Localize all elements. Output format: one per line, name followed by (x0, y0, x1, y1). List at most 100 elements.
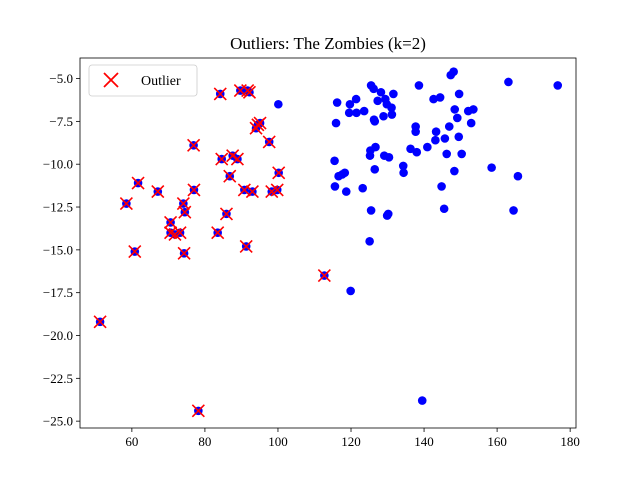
outlier-marker (151, 185, 165, 199)
outlier-marker (173, 226, 187, 240)
legend-label-outlier: Outlier (141, 74, 181, 89)
data-point (330, 182, 340, 191)
data-point (383, 209, 393, 219)
outlier-marker (213, 87, 227, 101)
outlier-marker (211, 226, 225, 240)
outlier-marker (237, 183, 251, 197)
x-axis: 60 80 100 120 140 160 180 (125, 428, 580, 449)
points-layer (95, 67, 563, 416)
outlier-marker (119, 197, 133, 211)
data-point (411, 127, 420, 136)
data-point (376, 87, 386, 97)
data-point (454, 89, 464, 99)
outlier-marker (131, 176, 145, 190)
data-point (341, 187, 351, 196)
outlier-marker (317, 268, 331, 283)
y-tick-label: −10.0 (43, 157, 73, 172)
y-tick-label: −25.0 (43, 414, 73, 429)
outlier-marker (253, 116, 267, 130)
outlier-marker (272, 166, 286, 180)
data-point (454, 132, 464, 142)
data-point (450, 166, 459, 176)
outlier-marker (262, 135, 276, 149)
data-point (340, 168, 350, 178)
data-point (435, 93, 445, 102)
data-point (389, 89, 398, 99)
data-point (330, 156, 339, 166)
data-point (449, 67, 458, 77)
data-point (384, 153, 394, 162)
data-point (437, 182, 446, 191)
data-point (440, 134, 450, 143)
y-tick-label: −5.0 (49, 71, 73, 86)
outlier-marker (187, 183, 201, 197)
legend: Outlier (88, 64, 198, 97)
x-tick-label: 160 (487, 434, 507, 449)
x-tick-label: 100 (268, 434, 288, 449)
data-point (487, 163, 496, 172)
outlier-marker (270, 183, 284, 197)
data-point (370, 117, 380, 126)
outlier-marker (245, 185, 259, 199)
data-point (346, 286, 355, 296)
data-point (358, 183, 367, 193)
legend-box (88, 64, 198, 97)
outliers-layer (93, 83, 331, 418)
legend-x-marker-icon (103, 72, 119, 88)
data-point (429, 94, 438, 104)
outlier-marker (230, 152, 244, 166)
data-point (369, 84, 378, 94)
data-point (331, 118, 341, 128)
data-point (466, 118, 476, 128)
data-point (452, 113, 462, 123)
data-point (439, 204, 449, 214)
outlier-marker (177, 246, 191, 260)
data-point (379, 111, 388, 121)
data-point (431, 135, 440, 145)
data-point (370, 165, 380, 174)
data-point (373, 96, 382, 106)
outlier-marker (168, 227, 182, 242)
outlier-marker (219, 207, 234, 221)
data-point (371, 142, 380, 152)
data-point (442, 149, 452, 159)
x-tick-label: 60 (125, 434, 138, 449)
outlier-marker (223, 169, 237, 183)
data-point (387, 110, 397, 119)
y-tick-label: −15.0 (43, 242, 73, 257)
data-point (365, 236, 374, 246)
data-point (553, 81, 563, 90)
outlier-marker (191, 404, 205, 418)
outlier-marker (239, 239, 253, 253)
data-point (513, 171, 523, 181)
data-point (274, 99, 283, 109)
outlier-marker (215, 152, 229, 166)
data-point (398, 161, 408, 171)
data-point (457, 149, 466, 159)
data-point (352, 108, 361, 118)
outlier-marker (242, 85, 257, 99)
outlier-marker (93, 315, 107, 329)
data-point (414, 81, 424, 90)
y-tick-label: −20.0 (43, 328, 73, 343)
outlier-marker (178, 205, 192, 219)
data-point (509, 206, 518, 215)
data-point (345, 99, 355, 109)
data-point (444, 122, 454, 131)
x-tick-label: 140 (414, 434, 434, 449)
plot-frame (79, 57, 577, 429)
data-point (359, 106, 369, 116)
data-point (412, 147, 422, 157)
data-point (332, 98, 342, 107)
x-tick-label: 120 (341, 434, 361, 449)
data-point (469, 105, 478, 114)
data-point (399, 168, 408, 178)
data-point (504, 77, 513, 87)
x-tick-label: 80 (198, 434, 211, 449)
y-tick-label: −7.5 (49, 114, 73, 129)
y-tick-label: −12.5 (43, 200, 73, 215)
data-point (431, 127, 441, 136)
data-point (351, 94, 361, 104)
outlier-marker (164, 226, 178, 240)
